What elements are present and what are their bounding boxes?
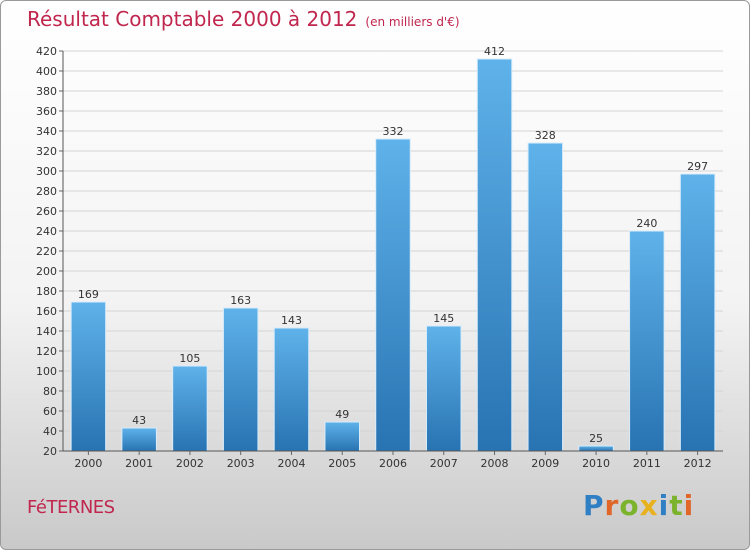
logo-letter: i <box>658 489 670 522</box>
chart-title-main: Résultat Comptable 2000 à 2012 <box>27 7 358 31</box>
data-label: 105 <box>179 352 200 365</box>
data-label: 240 <box>636 217 657 230</box>
logo-letter: x <box>639 489 659 522</box>
y-tick-label: 180 <box>36 285 57 298</box>
x-tick-label: 2003 <box>227 457 255 470</box>
bar <box>222 307 259 452</box>
logo-letter: r <box>604 489 620 522</box>
data-label: 25 <box>589 432 603 445</box>
bar <box>273 327 310 452</box>
bar <box>476 58 513 452</box>
y-tick-label: 240 <box>36 225 57 238</box>
bar <box>121 427 157 452</box>
x-tick-label: 2011 <box>633 457 661 470</box>
y-tick-label: 40 <box>43 425 57 438</box>
bar <box>629 230 665 452</box>
bar <box>527 142 564 452</box>
y-tick-label: 300 <box>36 165 57 178</box>
x-tick-label: 2012 <box>684 457 712 470</box>
y-tick-label: 100 <box>36 365 57 378</box>
data-label: 43 <box>132 414 146 427</box>
y-tick-label: 160 <box>36 305 57 318</box>
logo-letter: i <box>683 489 695 522</box>
data-label: 49 <box>335 408 349 421</box>
x-tick-label: 2008 <box>481 457 509 470</box>
bar <box>426 325 462 452</box>
axes: 20 40 60 80 100 120 140 160 180 200 220 240 260 280 30… <box>36 45 723 470</box>
y-tick-label: 140 <box>36 325 57 338</box>
y-tick-label: 60 <box>43 405 57 418</box>
proxiti-logo: Proxiti <box>583 489 694 522</box>
y-tick-label: 280 <box>36 185 57 198</box>
x-tick-label: 2006 <box>379 457 407 470</box>
y-tick-label: 260 <box>36 205 57 218</box>
data-label: 412 <box>484 45 505 58</box>
y-tick-label: 400 <box>36 65 57 78</box>
data-label: 297 <box>687 160 708 173</box>
x-tick-label: 2005 <box>328 457 356 470</box>
logo-letter: t <box>669 489 684 522</box>
x-tick-label: 2001 <box>125 457 153 470</box>
y-tick-label: 120 <box>36 345 57 358</box>
y-tick-label: 380 <box>36 85 57 98</box>
bar <box>375 138 411 452</box>
x-tick-label: 2002 <box>176 457 204 470</box>
x-tick-label: 2004 <box>277 457 305 470</box>
chart-title: Résultat Comptable 2000 à 2012 (en millie… <box>27 7 460 31</box>
x-tick-label: 2007 <box>430 457 458 470</box>
data-label: 143 <box>281 314 302 327</box>
y-tick-label: 20 <box>43 445 57 458</box>
y-tick-label: 80 <box>43 385 57 398</box>
bar <box>578 445 614 452</box>
data-label: 163 <box>230 294 251 307</box>
bar <box>70 301 107 452</box>
logo-letter: P <box>583 489 605 522</box>
data-label: 169 <box>78 288 99 301</box>
x-tick-label: 2000 <box>74 457 102 470</box>
data-label: 328 <box>535 129 556 142</box>
x-tick-label: 2010 <box>582 457 610 470</box>
y-tick-label: 420 <box>36 45 57 58</box>
y-tick-label: 340 <box>36 125 57 138</box>
bar <box>324 421 360 452</box>
bars: 169 43 105 163 143 49 332 145 412 328 25 240 297 <box>70 45 716 452</box>
x-tick-label: 2009 <box>531 457 559 470</box>
data-label: 332 <box>383 125 404 138</box>
data-label: 145 <box>433 312 454 325</box>
y-tick-label: 360 <box>36 105 57 118</box>
y-tick-label: 200 <box>36 265 57 278</box>
bar <box>679 173 716 452</box>
logo-letter: o <box>619 489 640 522</box>
chart-title-unit: (en milliers d'€) <box>365 15 460 29</box>
bar <box>172 365 208 452</box>
commune-name: FéTERNES <box>27 497 115 518</box>
y-tick-label: 220 <box>36 245 57 258</box>
y-tick-label: 320 <box>36 145 57 158</box>
